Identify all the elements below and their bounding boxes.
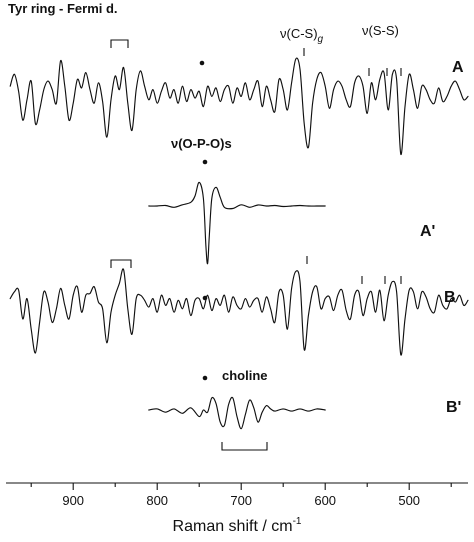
annotation-opo: ν(O-P-O)s — [171, 136, 232, 151]
spectrum-trace-b-prime — [148, 396, 326, 430]
tyr-bracket-b — [110, 259, 132, 268]
spectrum-label-b-prime: B' — [446, 399, 461, 416]
ss-ticks-a — [368, 68, 402, 76]
tyr-bracket-a — [110, 39, 129, 48]
annotation-cs-main: ν(C-S) — [280, 26, 318, 41]
annotation-tyr-ring: Tyr ring - Fermi d. — [8, 1, 118, 16]
x-axis-ticks — [30, 483, 452, 490]
spectrum-trace-a-prime — [148, 181, 326, 265]
x-axis-label-text: Raman shift / cm — [173, 518, 293, 535]
annotation-cs: ν(C-S)g — [280, 26, 324, 45]
band-dot-marker — [202, 375, 208, 381]
x-axis-label-superscript: -1 — [293, 516, 302, 527]
x-axis-label: Raman shift / cm-1 — [173, 516, 302, 535]
band-dot-marker — [202, 159, 208, 165]
x-tick-label: 900 — [62, 493, 84, 508]
choline-bracket — [221, 442, 268, 451]
ss-ticks-b — [361, 276, 402, 284]
x-tick-label: 500 — [398, 493, 420, 508]
x-tick-label: 600 — [314, 493, 336, 508]
band-dot-marker — [199, 60, 205, 66]
band-dot-marker — [202, 295, 208, 301]
x-axis-tick-labels: 900 800 700 600 500 — [62, 493, 420, 508]
x-tick-label: 700 — [230, 493, 252, 508]
spectrum-trace-b — [9, 268, 469, 356]
annotation-choline: choline — [222, 368, 268, 383]
x-tick-label: 800 — [146, 493, 168, 508]
spectrum-label-b: B — [444, 289, 456, 306]
annotation-ss: ν(S-S) — [362, 23, 399, 38]
spectrum-label-a-prime: A' — [420, 223, 435, 240]
spectrum-label-a: A — [452, 59, 464, 76]
annotation-cs-subscript: g — [318, 34, 324, 45]
spectrum-trace-a — [9, 57, 469, 155]
